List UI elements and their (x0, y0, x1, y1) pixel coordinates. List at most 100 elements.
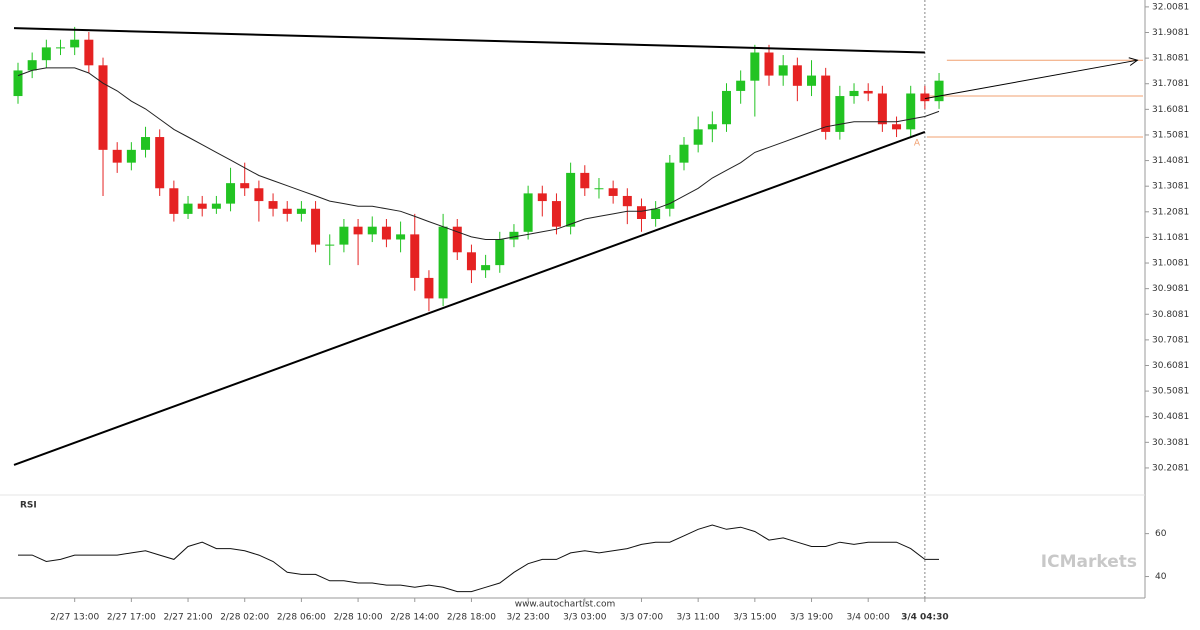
candle-body (736, 80, 746, 91)
candle-body (622, 195, 632, 207)
candle-body (268, 201, 278, 209)
candle-body (325, 244, 335, 246)
candle-body (254, 188, 264, 202)
candle-body (84, 39, 94, 66)
candle-body (722, 90, 731, 125)
candle-body (466, 252, 476, 271)
y-tick-label: 30.3081 (1152, 438, 1189, 448)
candle-body (707, 124, 717, 130)
candle-body (807, 75, 817, 86)
candle-body (339, 226, 349, 245)
x-tick-label: 3/3 15:00 (733, 613, 777, 623)
candle-body (679, 144, 689, 163)
y-tick-label: 31.7081 (1152, 79, 1189, 89)
x-tick-label: 2/28 18:00 (447, 613, 496, 623)
candle-body (98, 65, 108, 150)
moving-average (17, 67, 940, 240)
logo: ICMarkets (1041, 552, 1137, 572)
candle-body (41, 47, 51, 61)
pattern-label: A (914, 139, 921, 149)
candle-body (70, 39, 80, 48)
candle-body (877, 93, 887, 125)
candle-body (566, 172, 576, 227)
candle-body (580, 172, 590, 189)
candle-body (112, 149, 122, 163)
y-tick-label: 30.9081 (1152, 284, 1189, 294)
candle-body (438, 226, 448, 299)
candle-body (537, 193, 547, 202)
y-tick-label: 31.4081 (1152, 156, 1189, 166)
candle-body (155, 137, 165, 189)
rsi-tick-label: 60 (1155, 529, 1167, 539)
candle-body (863, 90, 873, 94)
x-tick-label: 2/28 14:00 (390, 613, 439, 623)
candle-body (226, 183, 236, 204)
y-tick-label: 31.2081 (1152, 207, 1189, 217)
candle-body (311, 208, 321, 245)
candle-body (169, 188, 179, 214)
trendline (13, 130, 926, 466)
y-tick-label: 31.5081 (1152, 130, 1189, 140)
y-tick-label: 31.6081 (1152, 105, 1189, 115)
candle-body (551, 201, 561, 227)
candle-body (396, 234, 406, 240)
candle-body (410, 234, 420, 278)
candle-body (934, 80, 944, 102)
candle-body (608, 188, 618, 196)
candle-body (13, 70, 23, 97)
x-tick-label: 2/27 17:00 (107, 613, 156, 623)
candle-body (381, 226, 391, 240)
candle-body (495, 239, 505, 266)
candle-body (920, 93, 930, 102)
y-tick-label: 31.3081 (1152, 182, 1189, 192)
candle-body (141, 137, 151, 150)
candle-body (509, 231, 519, 240)
y-tick-label: 30.6081 (1152, 361, 1189, 371)
candle-body (240, 183, 250, 189)
x-tick-label: 3/3 11:00 (677, 613, 721, 623)
candle-body (353, 226, 363, 235)
x-tick-label: 2/28 02:00 (220, 613, 269, 623)
arrow-head (1128, 57, 1139, 66)
y-tick-label: 31.0081 (1152, 259, 1189, 269)
y-tick-label: 30.2081 (1152, 463, 1189, 473)
candle-body (651, 208, 661, 220)
candle-body (183, 203, 193, 214)
x-tick-label: 3/3 07:00 (620, 613, 664, 623)
x-tick-label: 3/3 19:00 (790, 613, 834, 623)
x-tick-label: 2/28 10:00 (334, 613, 383, 623)
y-tick-label: 30.5081 (1152, 387, 1189, 397)
rsi-title: RSI (20, 501, 37, 511)
y-tick-label: 30.8081 (1152, 310, 1189, 320)
candle-body (481, 265, 491, 271)
x-tick-label: 3/4 00:00 (847, 613, 891, 623)
projection-arrow (924, 59, 1138, 100)
x-tick-label: 2/27 21:00 (164, 613, 213, 623)
candle-body (821, 75, 831, 132)
candle-body (778, 65, 788, 76)
candle-body (424, 277, 434, 299)
candle-body (693, 129, 703, 145)
candle-body (452, 226, 462, 253)
candle-body (892, 124, 902, 130)
y-tick-label: 31.1081 (1152, 233, 1189, 243)
y-tick-label: 31.8081 (1152, 54, 1189, 64)
x-tick-label: 3/2 23:00 (506, 613, 550, 623)
candle-body (764, 52, 774, 76)
rsi-tick-label: 40 (1155, 572, 1167, 582)
x-tick-label: 2/27 13:00 (50, 613, 99, 623)
candle-body (282, 208, 292, 214)
y-tick-label: 31.9081 (1152, 28, 1189, 38)
trendline (13, 27, 925, 54)
candle-body (835, 96, 845, 132)
candle-body (197, 203, 207, 209)
candle-body (636, 206, 646, 220)
candle-body (367, 226, 377, 235)
y-tick-label: 30.4081 (1152, 412, 1189, 422)
source: www.autochartist.com (515, 600, 616, 610)
candle-body (594, 188, 604, 190)
candle-body (27, 60, 37, 71)
candle-body (906, 93, 916, 130)
candle-body (296, 208, 306, 214)
